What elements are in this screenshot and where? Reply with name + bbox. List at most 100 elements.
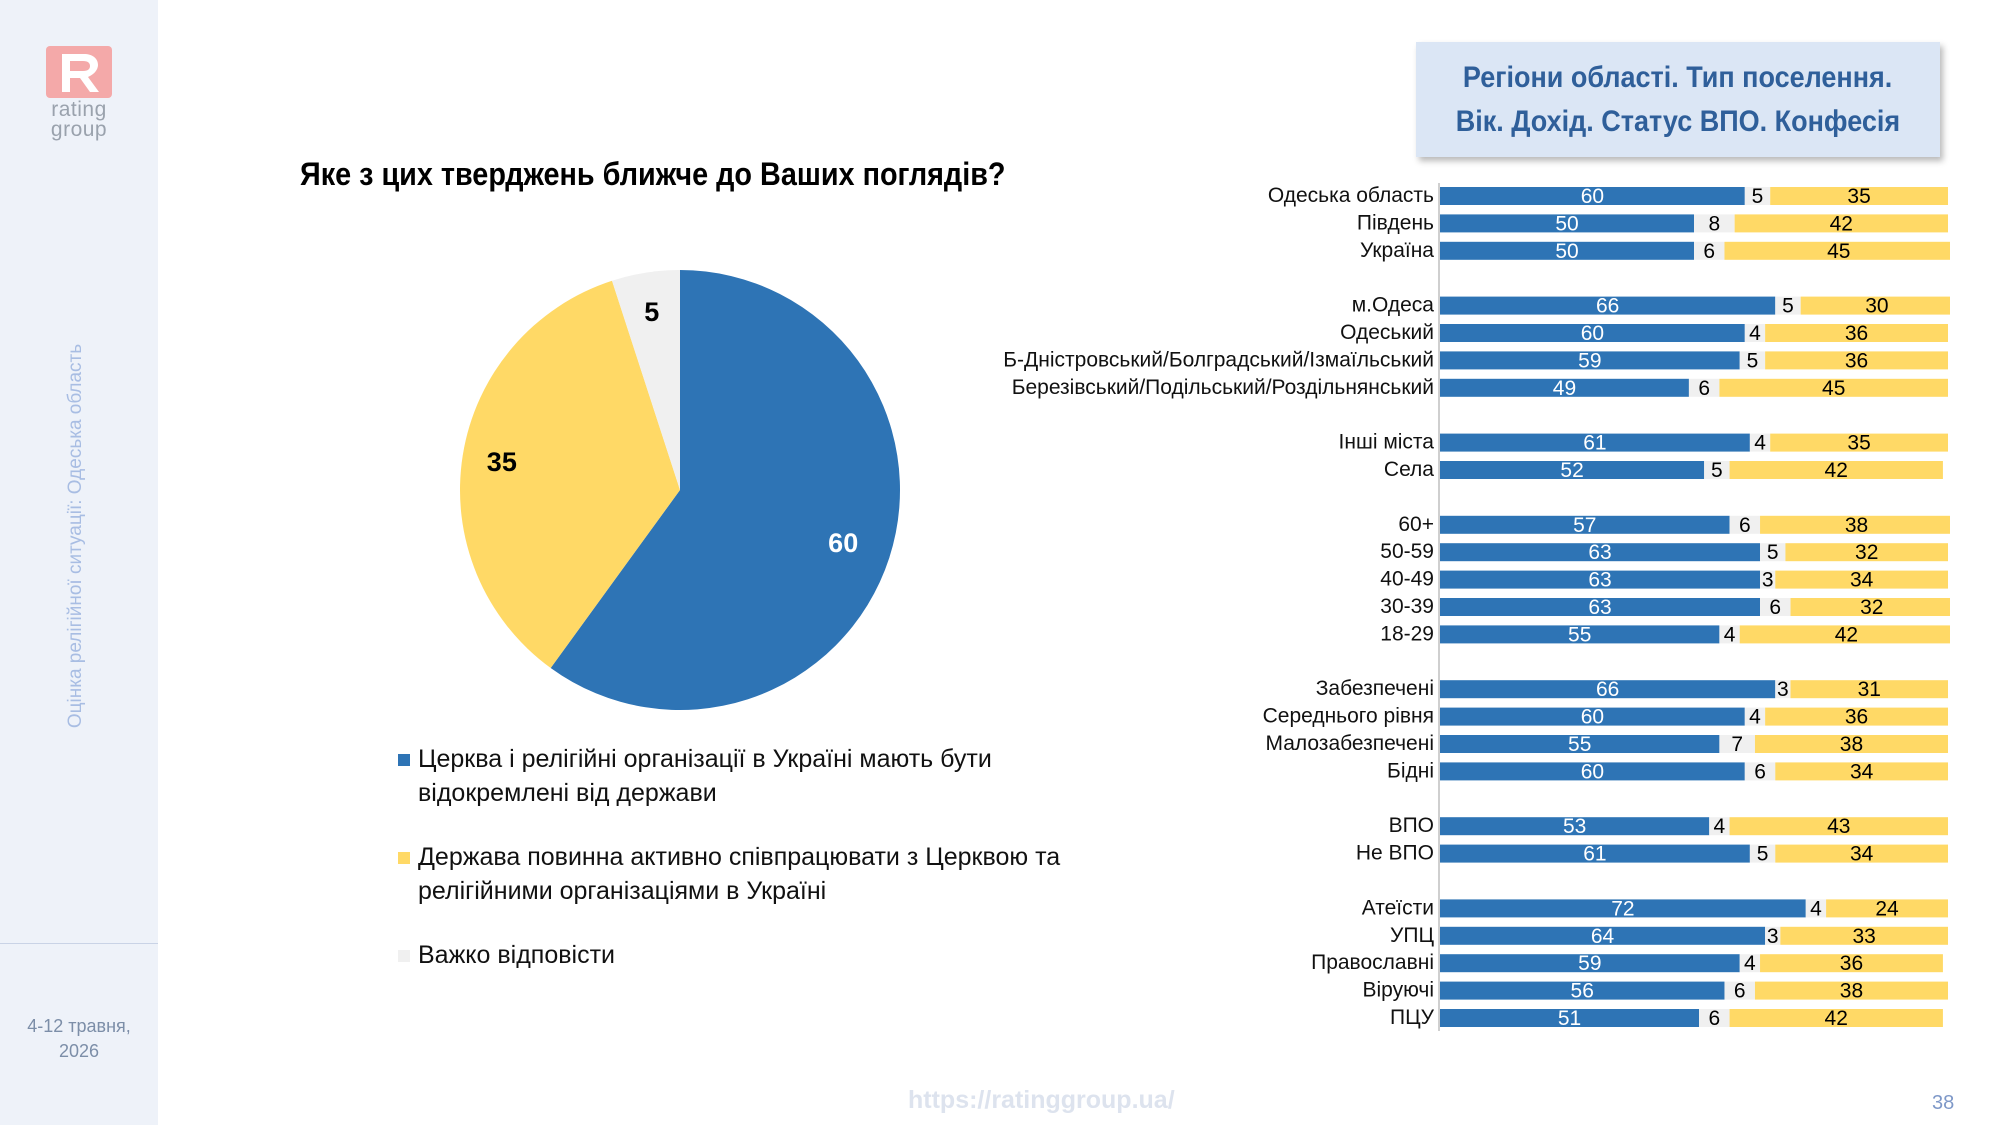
bar-value-label-0: 50 [1555, 240, 1578, 263]
bar-value-label-1: 6 [1769, 596, 1781, 619]
bar-value-label-1: 3 [1777, 678, 1789, 701]
bar-segment-0 [1440, 324, 1745, 342]
bar-row: 18-29 55 4 42 [1380, 622, 1950, 646]
bar-value-label-0: 57 [1573, 514, 1596, 537]
bar-value-label-1: 6 [1734, 980, 1746, 1003]
bar-value-label-1: 6 [1708, 1007, 1720, 1030]
bar-segment-0 [1440, 735, 1720, 753]
bar-segment-2 [1719, 378, 1948, 397]
bar-segment-1 [1805, 899, 1827, 918]
bar-category-label: Середнього рівня [1263, 705, 1434, 728]
bar-segment-0 [1440, 187, 1745, 205]
bar-segment-1 [1744, 187, 1771, 205]
bar-segment-1 [1749, 433, 1771, 452]
bar-segment-1 [1765, 926, 1781, 945]
bar-segment-1 [1719, 625, 1740, 644]
bar-segment-2 [1775, 570, 1948, 589]
bar-category-label: 30-39 [1380, 595, 1434, 618]
bar-row: Бідні 60 6 34 [1387, 759, 1948, 783]
bar-row: Середнього рівня 60 4 36 [1263, 705, 1948, 729]
bar-segment-2 [1760, 954, 1943, 973]
bar-category-label: Віруючі [1362, 979, 1434, 1002]
rating-group-logo-icon [46, 46, 112, 98]
bar-segment-1 [1744, 707, 1766, 726]
pie-slice-1 [460, 280, 680, 668]
legend-swatch-yellow [398, 852, 410, 864]
bar-segment-1 [1724, 981, 1755, 1000]
bar-category-label: УПЦ [1390, 924, 1434, 947]
page-number: 38 [1932, 1092, 1955, 1114]
bar-segment-1 [1739, 954, 1761, 973]
bar-value-label-0: 55 [1568, 623, 1591, 646]
bar-segment-0 [1440, 461, 1705, 479]
bar-value-label-0: 61 [1583, 843, 1606, 866]
bar-row: Одеська область 60 5 35 [1268, 184, 1948, 208]
bar-row: 30-39 63 6 32 [1380, 595, 1950, 619]
bar-segment-0 [1440, 570, 1761, 589]
pie-label-1: 35 [487, 447, 517, 477]
survey-date-line2: 2026 [58, 1041, 100, 1061]
legend-swatch-gray [398, 950, 410, 962]
bar-segment-2 [1734, 214, 1948, 233]
bar-row: Україна 50 6 45 [1360, 239, 1950, 263]
bar-value-label-0: 49 [1553, 377, 1576, 400]
bar-value-label-1: 5 [1767, 541, 1779, 564]
bar-row: Віруючі 56 6 38 [1362, 979, 1948, 1003]
bar-value-label-2: 31 [1858, 678, 1881, 701]
bar-value-label-1: 6 [1754, 760, 1766, 783]
bar-category-label: Села [1384, 458, 1434, 481]
bar-segment-2 [1775, 844, 1948, 863]
bar-value-label-0: 59 [1578, 952, 1601, 975]
bar-segment-0 [1440, 543, 1761, 562]
bar-value-label-0: 56 [1571, 980, 1594, 1003]
bar-value-label-2: 34 [1850, 569, 1874, 592]
bar-segment-2 [1754, 735, 1948, 753]
bar-category-label: Південь [1357, 211, 1434, 234]
bar-value-label-1: 5 [1757, 843, 1769, 866]
footer-url: https://ratinggroup.ua/ [908, 1086, 1175, 1114]
question-title: Яке з цих тверджень ближче до Ваших погл… [300, 156, 1006, 192]
logo-text-group: group [50, 118, 108, 141]
bar-row: Села 52 5 42 [1384, 458, 1943, 482]
bar-value-label-1: 6 [1739, 514, 1751, 537]
bar-category-label: Україна [1360, 239, 1434, 262]
bar-value-label-0: 50 [1555, 212, 1578, 235]
bar-value-label-1: 4 [1714, 815, 1726, 838]
bar-row: Б-Дністровський/Болградський/Ізмаїльськи… [1003, 348, 1948, 372]
survey-date: 4-12 травня, 2026 [0, 1014, 158, 1064]
bar-value-label-1: 8 [1708, 212, 1720, 235]
bar-value-label-1: 5 [1752, 185, 1764, 208]
bar-segment-2 [1765, 707, 1948, 726]
bar-value-label-1: 7 [1731, 733, 1743, 756]
bar-category-label: Березівський/Подільський/Роздільнянський [1012, 376, 1434, 399]
bar-category-label: ПЦУ [1390, 1006, 1435, 1029]
bar-value-label-0: 51 [1558, 1007, 1581, 1030]
bar-value-label-2: 36 [1845, 349, 1868, 372]
legend-item-hard-to-say: Важко відповісти [398, 938, 1078, 972]
bar-row: Атеїсти 72 4 24 [1362, 896, 1948, 920]
bar-value-label-1: 3 [1767, 925, 1779, 948]
bar-value-label-1: 6 [1698, 377, 1710, 400]
bar-segment-0 [1440, 762, 1745, 781]
bar-segment-1 [1719, 735, 1755, 753]
bar-value-label-2: 32 [1855, 541, 1878, 564]
bar-segment-1 [1760, 543, 1786, 562]
bar-value-label-0: 72 [1611, 897, 1634, 920]
bar-segment-0 [1440, 598, 1761, 616]
bar-category-label: 60+ [1398, 513, 1434, 536]
bar-category-label: м.Одеса [1352, 294, 1435, 317]
bar-row: Православні 59 4 36 [1311, 951, 1943, 975]
pie-slice-0 [550, 270, 901, 710]
bar-segment-2 [1826, 899, 1948, 918]
bar-value-label-0: 63 [1588, 541, 1611, 564]
bar-segment-2 [1729, 1009, 1943, 1027]
regions-box-line2: Вік. Дохід. Статус ВПО. Конфесія [1455, 104, 1901, 138]
bar-value-label-2: 32 [1860, 596, 1883, 619]
bar-value-label-2: 38 [1840, 980, 1863, 1003]
bar-value-label-2: 42 [1825, 459, 1848, 482]
bar-segment-0 [1440, 515, 1730, 534]
bar-value-label-2: 35 [1847, 185, 1870, 208]
bar-segment-2 [1780, 926, 1948, 945]
bar-value-label-2: 45 [1827, 240, 1850, 263]
bar-value-label-1: 4 [1754, 432, 1766, 455]
